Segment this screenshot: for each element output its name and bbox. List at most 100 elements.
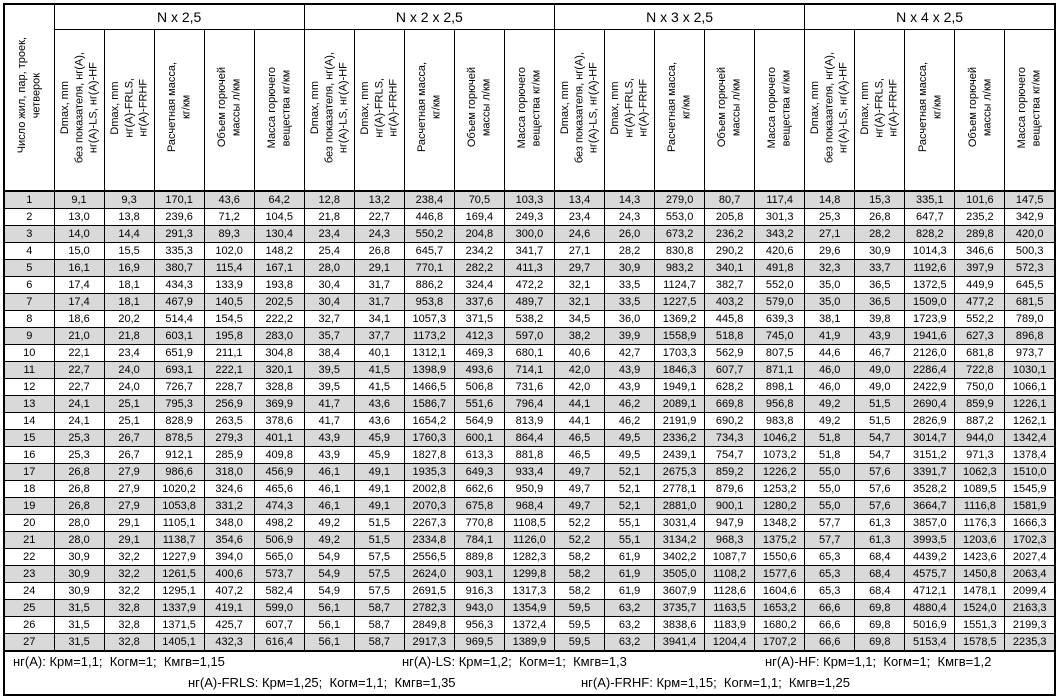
footnote-ng-a-ls: нг(А)-LS: Крм=1,2; Когм=1; Кмгв=1,3 <box>402 654 627 669</box>
value-cell: 222,2 <box>253 310 305 328</box>
value-cell: 52,1 <box>604 463 656 481</box>
value-cell: 409,8 <box>253 446 305 464</box>
value-cell: 39,9 <box>604 327 656 345</box>
value-cell: 27,9 <box>103 463 155 481</box>
value-cell: 1253,2 <box>754 480 806 498</box>
table-row: 7 17,4 18,1 467,9 140,5 202,5 30,4 31,7 953,8 337… <box>3 293 1056 311</box>
subheader-dmax-base: Dmax, mm без показателя, нг(А), нг(А)-LS… <box>303 29 355 192</box>
value-cell: 18,1 <box>103 276 155 294</box>
value-cell: 784,1 <box>453 531 505 549</box>
value-cell: 1827,8 <box>403 446 455 464</box>
footnote-ng-a: нг(А): Крм=1,1; Когм=1; Кмгв=1,15 <box>13 654 225 669</box>
row-number: 21 <box>3 531 55 549</box>
value-cell: 46,5 <box>553 446 606 464</box>
value-cell: 469,3 <box>453 344 505 362</box>
value-cell: 43,9 <box>604 378 656 396</box>
value-cell: 607,7 <box>704 361 756 379</box>
value-cell: 101,6 <box>954 190 1006 209</box>
value-cell: 627,3 <box>954 327 1006 345</box>
value-cell: 538,2 <box>503 310 555 328</box>
value-cell: 1030,1 <box>1004 361 1056 379</box>
row-number: 8 <box>3 310 55 328</box>
table-row: 25 31,5 32,8 1337,9 419,1 599,0 56,1 58,7 2782,3… <box>3 599 1056 617</box>
value-cell: 616,4 <box>253 633 305 652</box>
table-row: 11 22,7 24,0 693,1 222,1 320,1 39,5 41,5 1398,9 4… <box>3 361 1056 379</box>
value-cell: 26,7 <box>103 429 155 447</box>
value-cell: 36,0 <box>604 310 656 328</box>
value-cell: 2191,9 <box>654 412 706 430</box>
value-cell: 43,6 <box>203 190 255 209</box>
value-cell: 3031,4 <box>654 514 706 532</box>
value-cell: 830,8 <box>654 242 706 260</box>
value-cell: 18,1 <box>103 293 155 311</box>
value-cell: 61,3 <box>854 514 906 532</box>
value-cell: 51,5 <box>353 514 405 532</box>
value-cell: 54,9 <box>303 565 355 583</box>
footnote-ng-a-hf: нг(А)-HF: Крм=1,1; Когм=1; Кмгв=1,2 <box>765 654 992 669</box>
value-cell: 26,7 <box>103 446 155 464</box>
table-row: 21 28,0 29,1 1138,7 354,6 506,9 49,2 51,5 2334,8… <box>3 531 1056 549</box>
value-cell: 33,5 <box>604 293 656 311</box>
value-cell: 46,2 <box>604 395 656 413</box>
value-cell: 378,6 <box>253 412 305 430</box>
value-cell: 39,5 <box>303 361 355 379</box>
value-cell: 518,8 <box>704 327 756 345</box>
value-cell: 1545,9 <box>1004 480 1056 498</box>
value-cell: 1062,3 <box>954 463 1006 481</box>
value-cell: 550,2 <box>403 225 455 243</box>
value-cell: 24,6 <box>553 225 606 243</box>
value-cell: 61,9 <box>604 548 656 566</box>
value-cell: 1337,9 <box>153 599 205 617</box>
value-cell: 380,7 <box>153 259 205 277</box>
value-cell: 2099,4 <box>1004 582 1056 600</box>
table-row: 12 22,7 24,0 726,7 228,7 328,8 39,5 41,5 1466,5 5… <box>3 378 1056 396</box>
value-cell: 1057,3 <box>403 310 455 328</box>
value-cell: 770,8 <box>453 514 505 532</box>
value-cell: 1128,6 <box>704 582 756 600</box>
value-cell: 103,3 <box>503 190 555 209</box>
table-row: 1 9,1 9,3 170,1 43,6 64,2 12,8 13,2 238,4 70,5 103… <box>3 190 1056 209</box>
value-cell: 56,1 <box>303 616 355 634</box>
value-cell: 45,9 <box>353 446 405 464</box>
value-cell: 1478,1 <box>954 582 1006 600</box>
value-cell: 18,6 <box>53 310 105 328</box>
value-cell: 472,2 <box>503 276 555 294</box>
value-cell: 239,6 <box>153 208 205 226</box>
value-cell: 5153,4 <box>904 633 956 652</box>
value-cell: 969,5 <box>453 633 505 652</box>
value-cell: 52,2 <box>553 514 606 532</box>
value-cell: 2027,4 <box>1004 548 1056 566</box>
value-cell: 238,4 <box>403 190 455 209</box>
value-cell: 1203,6 <box>954 531 1006 549</box>
value-cell: 1126,0 <box>503 531 555 549</box>
value-cell: 31,5 <box>53 599 105 617</box>
value-cell: 13,4 <box>553 190 606 209</box>
value-cell: 2063,4 <box>1004 565 1056 583</box>
table-row: 4 15,0 15,5 335,3 102,0 148,2 25,4 26,8 645,7 234… <box>3 242 1056 260</box>
value-cell: 28,0 <box>303 259 355 277</box>
value-cell: 973,7 <box>1004 344 1056 362</box>
table-row: 2 13,0 13,8 239,6 71,2 104,5 21,8 22,7 446,8 169,… <box>3 208 1056 226</box>
value-cell: 446,8 <box>403 208 455 226</box>
value-cell: 4880,4 <box>904 599 956 617</box>
value-cell: 9,1 <box>53 190 105 209</box>
value-cell: 38,2 <box>553 327 606 345</box>
value-cell: 498,2 <box>253 514 305 532</box>
value-cell: 2235,3 <box>1004 633 1056 652</box>
value-cell: 754,7 <box>704 446 756 464</box>
value-cell: 89,3 <box>203 225 255 243</box>
value-cell: 41,9 <box>804 327 856 345</box>
table-row: 3 14,0 14,4 291,3 89,3 130,4 23,4 24,3 550,2 204,… <box>3 225 1056 243</box>
value-cell: 29,1 <box>353 259 405 277</box>
group-header-nx2-5: N x 2,5 <box>53 3 305 30</box>
value-cell: 1558,9 <box>654 327 706 345</box>
value-cell: 49,1 <box>353 497 405 515</box>
value-cell: 58,2 <box>553 582 606 600</box>
value-cell: 33,5 <box>604 276 656 294</box>
value-cell: 1053,8 <box>153 497 205 515</box>
value-cell: 1173,2 <box>403 327 455 345</box>
value-cell: 2849,8 <box>403 616 455 634</box>
value-cell: 613,3 <box>453 446 505 464</box>
value-cell: 489,7 <box>503 293 555 311</box>
value-cell: 30,9 <box>53 565 105 583</box>
